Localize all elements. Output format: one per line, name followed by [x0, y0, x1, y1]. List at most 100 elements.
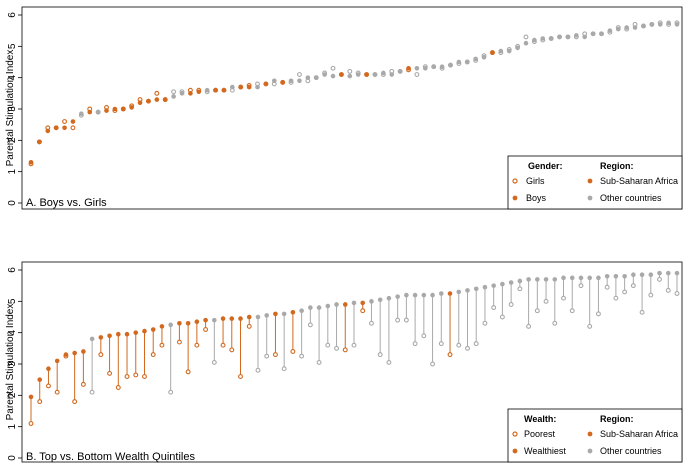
- point-group-b: [438, 291, 444, 296]
- legend-region-title: Region:: [600, 161, 634, 171]
- panel-boys-vs-girls: 0 1 2 3 4 5 6 Parental Stimulation Index A. Bo…: [5, 6, 683, 210]
- point-group-b: [115, 331, 121, 337]
- point-group-b: [464, 59, 470, 65]
- point-group-b: [137, 100, 143, 106]
- point-group-b: [305, 75, 311, 80]
- point-group-a: [630, 283, 636, 289]
- point-group-b: [613, 273, 619, 279]
- point-group-b: [62, 125, 67, 131]
- point-group-b: [526, 277, 531, 282]
- plot-frame: [21, 6, 683, 210]
- point-group-b: [587, 275, 593, 281]
- point-group-a: [133, 372, 139, 378]
- point-group-a: [595, 311, 601, 317]
- point-group-a: [587, 323, 593, 329]
- point-group-a: [351, 342, 357, 348]
- panel-label: B. Top vs. Bottom Wealth Quintiles: [26, 451, 195, 463]
- point-group-b: [124, 331, 130, 337]
- point-group-b: [574, 33, 579, 38]
- point-group-b: [674, 270, 680, 276]
- point-group-b: [490, 50, 495, 55]
- point-group-a: [447, 352, 453, 358]
- point-group-b: [142, 328, 147, 334]
- point-group-b: [220, 316, 226, 321]
- point-group-b: [37, 377, 43, 382]
- point-group-b: [666, 20, 671, 26]
- point-group-a: [185, 369, 191, 375]
- point-group-b: [238, 316, 243, 321]
- point-group-b: [95, 109, 101, 115]
- point-group-b: [162, 97, 168, 102]
- point-group-b: [297, 78, 302, 84]
- point-group-b: [491, 283, 496, 288]
- legend-girls-label: Girls: [526, 176, 545, 186]
- point-group-b: [271, 78, 277, 84]
- legend-group-title: Gender:: [528, 161, 563, 171]
- point-group-b: [322, 72, 327, 77]
- point-group-a: [377, 352, 383, 358]
- point-group-b: [120, 106, 126, 112]
- point-group-b: [517, 278, 523, 284]
- point-group-b: [308, 305, 313, 310]
- point-group-b: [506, 48, 512, 54]
- legend-other-label: Other countries: [600, 193, 662, 203]
- point-group-b: [414, 65, 420, 71]
- point-group-b: [406, 65, 411, 71]
- point-group-b: [360, 300, 366, 306]
- y-tick-label: 3: [7, 361, 18, 367]
- point-group-b: [569, 275, 575, 281]
- point-group-b: [481, 55, 487, 60]
- legend-box: [507, 155, 683, 210]
- point-group-b: [196, 89, 202, 95]
- point-group-b: [439, 64, 445, 69]
- legend-ssa-marker: [587, 431, 593, 437]
- point-group-b: [339, 72, 344, 77]
- point-group-b: [255, 314, 261, 320]
- point-group-b: [482, 284, 488, 290]
- point-group-a: [290, 349, 296, 354]
- y-tick-label: 6: [7, 12, 18, 18]
- point-group-b: [37, 139, 42, 145]
- point-group-b: [535, 277, 540, 282]
- point-group-b: [188, 91, 193, 96]
- point-group-b: [98, 335, 104, 340]
- point-group-b: [632, 25, 638, 30]
- point-group-b: [649, 22, 655, 27]
- point-group-b: [238, 84, 244, 90]
- legend-other-marker: [587, 195, 593, 201]
- legend-wealthiest-label: Wealthiest: [524, 446, 566, 456]
- legend-box: [507, 408, 683, 463]
- point-group-a: [552, 320, 558, 326]
- point-group-a: [150, 352, 156, 358]
- point-group-b: [63, 352, 69, 357]
- point-group-b: [648, 272, 654, 278]
- point-group-a: [229, 347, 235, 353]
- panel-label: A. Boys vs. Girls: [26, 197, 107, 209]
- point-group-a: [168, 389, 174, 395]
- point-group-b: [395, 294, 400, 299]
- point-group-b: [674, 22, 680, 27]
- point-group-b: [498, 48, 504, 54]
- point-group-a: [657, 276, 662, 282]
- point-group-b: [364, 72, 369, 77]
- legend-ssa-label: Sub-Saharan Africa: [600, 429, 678, 439]
- point-group-b: [465, 288, 470, 293]
- point-group-b: [146, 98, 151, 104]
- point-group-a: [37, 399, 43, 405]
- legend-group-title: Wealth:: [524, 414, 556, 424]
- point-group-a: [203, 327, 209, 332]
- point-group-a: [107, 370, 113, 376]
- point-group-a: [98, 352, 104, 358]
- legend-poorest-marker: [512, 431, 518, 437]
- point-group-b: [622, 273, 627, 279]
- point-group-b: [448, 62, 453, 68]
- point-group-a: [421, 333, 427, 339]
- point-group-b: [107, 333, 112, 339]
- legend-other-marker: [587, 448, 593, 454]
- point-group-b: [582, 34, 588, 40]
- point-group-a: [28, 421, 34, 426]
- point-group-b: [615, 26, 621, 32]
- point-group-b: [72, 350, 77, 356]
- point-group-a: [142, 374, 147, 379]
- point-group-a: [604, 284, 610, 290]
